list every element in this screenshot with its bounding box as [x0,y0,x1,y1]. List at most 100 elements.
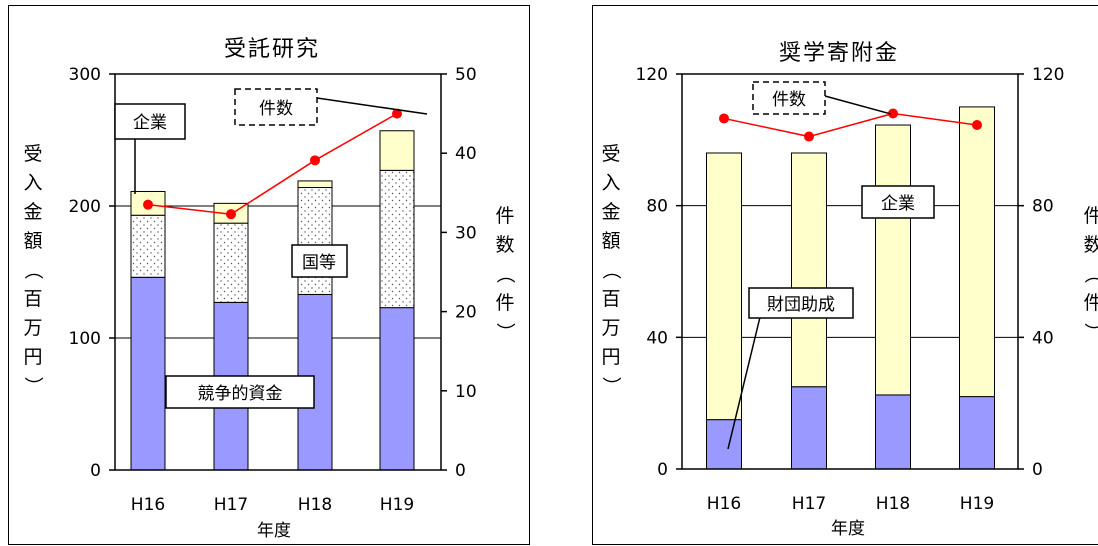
x-tick-label-h17: H17 [792,494,826,514]
count-line [147,112,398,215]
y2-tick-label: 40 [455,144,477,164]
x-tick-label-h16: H16 [707,494,741,514]
axis-label-char: 件 [495,205,514,227]
axis-label-char: 額 [23,230,42,252]
x-tick-label-h18: H18 [298,495,332,515]
axis-label-char: ） [600,376,622,395]
count-point-h16 [143,199,153,210]
axis-label-char: ） [1082,322,1098,341]
y-tick-label: 40 [646,328,668,348]
bar-h16-segment [130,214,166,278]
bar-h19-segment [379,169,415,309]
axis-label-char: 円 [23,346,42,368]
bar-h19-segment [959,106,995,398]
annotation-kensu-label: 件数 [259,99,293,119]
x-tick-label-h16: H16 [131,495,165,515]
y2-tick-label: 80 [1032,197,1054,217]
bar-h19-segment [379,307,415,471]
annotation-zaidan-label: 財団助成 [767,295,835,315]
y2-axis-label: 件数（件） [494,205,516,342]
count-point-h17 [226,209,236,220]
bar-h19-segment [379,130,415,171]
count-point-h19 [972,120,982,131]
axis-label-char: 万 [23,317,42,339]
bar-h17-segment [213,222,249,303]
bar-h17-segment [791,386,827,470]
axis-label-char: （ [22,260,44,279]
bar-h17-segment [791,152,827,388]
plot-area [681,73,1019,470]
axis-label-char: 百 [601,288,620,310]
axis-label-char: 受 [23,143,42,165]
annotation-kensu-label: 件数 [772,90,806,110]
x-tick-label-h17: H17 [214,495,248,515]
bar-h16-segment [706,419,742,470]
axis-label-char: （ [1082,264,1098,283]
x-axis-label: 年度 [257,521,291,541]
y2-tick-label: 120 [1032,65,1064,85]
axis-label-char: 件 [1083,205,1098,227]
annotation-kigyo: 企業 [861,185,935,219]
axis-label-char: 数 [495,234,514,256]
y2-tick-label: 20 [455,303,477,323]
axis-label-char: 数 [1083,234,1098,256]
annotation-kigyo-label: 企業 [881,194,915,214]
y2-tick-label: 50 [455,65,477,85]
axis-label-char: 金 [601,201,620,223]
axis-label-char: 百 [23,288,42,310]
y-tick-label: 0 [657,460,668,480]
y-tick-label: 0 [90,461,101,481]
annotation-kyoso: 競争的資金 [165,375,315,409]
axis-label-char: 額 [601,230,620,252]
y2-tick-label: 10 [455,382,477,402]
annotation-kyoso-label: 競争的資金 [198,384,283,404]
annotation-kunito-label: 国等 [302,253,336,273]
annotation-kigyo-label: 企業 [133,113,167,133]
y-tick-label: 80 [646,197,668,217]
axis-label-char: （ [600,260,622,279]
y2-tick-label: 0 [455,461,466,481]
count-point-h18 [888,108,898,119]
axis-label-char: 金 [23,201,42,223]
axis-label-char: 受 [601,143,620,165]
bar-h18-segment [297,180,333,189]
chart-title: 奨学寄附金 [779,41,899,66]
axis-label-char: 円 [601,346,620,368]
x-tick-label-h19: H19 [380,495,414,515]
y-tick-label: 200 [69,197,101,217]
bar-h19-segment [959,396,995,470]
count-line [723,112,978,138]
y-tick-label: 120 [636,65,668,85]
annotation-kigyo: 企業 [114,103,186,194]
axis-label-char: （ [494,264,516,283]
bar-h18-segment [875,124,911,396]
bar-h16-segment [130,276,166,471]
axis-label-char: 件 [495,292,514,314]
y2-tick-label: 30 [455,223,477,243]
bar-h18-segment [875,394,911,470]
axis-label-char: 件 [1083,292,1098,314]
y2-axis-label: 件数（件） [1082,205,1098,342]
x-tick-label-h19: H19 [960,494,994,514]
y2-tick-label: 40 [1032,328,1054,348]
annotation-kensu: 件数 [234,88,428,126]
plot-area [114,73,442,471]
chart-title: 受託研究 [224,37,320,62]
annotation-kensu: 件数 [752,81,892,115]
count-point-h17 [804,131,814,142]
y-tick-label: 300 [69,65,101,85]
count-point-h18 [310,155,320,166]
chart-panel-jutaku: 受託研究 受入金額（百万円） 件数（件） 0 100 200 300 0 10 20 30 40… [8,5,530,545]
x-tick-label-h18: H18 [876,494,910,514]
annotation-kunito: 国等 [291,244,348,278]
y-tick-label: 100 [69,329,101,349]
axis-label-char: ） [22,376,44,395]
axis-label-char: 入 [601,172,620,194]
bar-h16-segment [706,152,742,421]
count-point-h16 [719,113,729,124]
